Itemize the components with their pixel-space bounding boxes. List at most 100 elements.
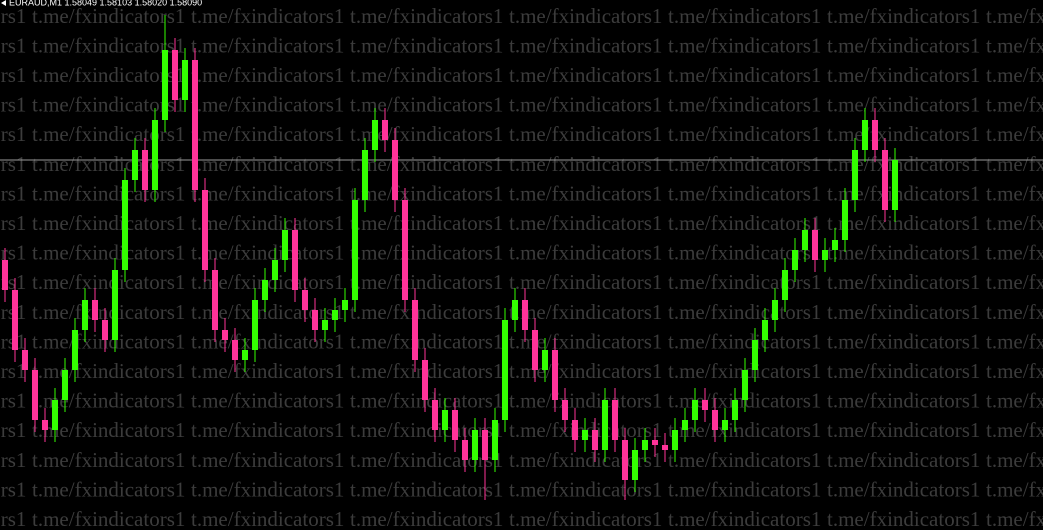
watermark: t.me/fxindicators1 (668, 477, 821, 501)
candle-body (102, 320, 108, 340)
watermark: t.me/fxindicators1 (509, 389, 662, 413)
watermark: t.me/fxindicators1 (827, 418, 980, 442)
watermark: t.me/fxindicators1 (509, 211, 662, 235)
candle-body (432, 400, 438, 430)
candle-body (52, 400, 58, 430)
watermark: t.me/fxindicators1 (827, 507, 980, 530)
watermark: t.me/fxindicators1 (509, 507, 662, 530)
candle-body (342, 300, 348, 310)
watermark: t.me/fxindicators1 (350, 418, 503, 442)
watermark: t.me/fxindicators1 (32, 477, 185, 501)
watermark: t.me/fxindicators1 (827, 329, 980, 353)
watermark: t.me/fxindicators1 (191, 122, 344, 146)
watermark: t.me/fxindicators1 (668, 270, 821, 294)
candle-body (12, 290, 18, 350)
candle-body (602, 400, 608, 450)
candle-body (322, 320, 328, 330)
watermark: t.me/fxindicators1 (0, 4, 26, 28)
candle-body (862, 120, 868, 150)
candle-body (842, 200, 848, 240)
candle-body (162, 50, 168, 120)
candle-body (732, 400, 738, 420)
candle-body (82, 300, 88, 330)
watermark: t.me/fxindicators1 (986, 329, 1043, 353)
watermark: t.me/fxindicators1 (350, 329, 503, 353)
candle-body (622, 440, 628, 480)
candle-body (522, 300, 528, 330)
watermark: t.me/fxindicators1 (0, 122, 26, 146)
watermark: t.me/fxindicators1 (509, 93, 662, 117)
candle-body (292, 230, 298, 290)
candle-body (482, 430, 488, 460)
watermark: t.me/fxindicators1 (509, 270, 662, 294)
watermark: t.me/fxindicators1 (350, 33, 503, 57)
watermark: t.me/fxindicators1 (986, 122, 1043, 146)
candle-body (122, 180, 128, 270)
watermark: t.me/fxindicators1 (350, 477, 503, 501)
watermark: t.me/fxindicators1 (509, 448, 662, 472)
watermark: t.me/fxindicators1 (32, 448, 185, 472)
candle-body (282, 230, 288, 260)
candle-body (722, 420, 728, 430)
watermark: t.me/fxindicators1 (668, 4, 821, 28)
candle-body (382, 120, 388, 140)
watermark: t.me/fxindicators1 (32, 122, 185, 146)
watermark: t.me/fxindicators1 (827, 448, 980, 472)
watermark: t.me/fxindicators1 (986, 448, 1043, 472)
watermark: t.me/fxindicators1 (827, 389, 980, 413)
candle-body (562, 400, 568, 420)
candle-body (272, 260, 278, 280)
candle-body (652, 440, 658, 445)
watermark: t.me/fxindicators1 (32, 359, 185, 383)
watermark: t.me/fxindicators1 (32, 211, 185, 235)
candle-body (672, 430, 678, 450)
watermark: t.me/fxindicators1 (191, 181, 344, 205)
candle-body (492, 420, 498, 460)
candle-body (332, 310, 338, 320)
candle-body (682, 420, 688, 430)
watermark: t.me/fxindicators1 (191, 418, 344, 442)
candle-body (892, 160, 898, 210)
watermark: t.me/fxindicators1 (191, 507, 344, 530)
watermark: t.me/fxindicators1 (827, 241, 980, 265)
watermark: t.me/fxindicators1 (827, 152, 980, 176)
watermark: t.me/fxindicators1 (0, 181, 26, 205)
watermark: t.me/fxindicators1 (668, 93, 821, 117)
candle-body (222, 330, 228, 340)
watermark: t.me/fxindicators1 (350, 93, 503, 117)
candle-body (802, 230, 808, 250)
watermark: t.me/fxindicators1 (32, 241, 185, 265)
watermark: t.me/fxindicators1 (668, 63, 821, 87)
watermark: t.me/fxindicators1 (191, 329, 344, 353)
watermark: t.me/fxindicators1 (986, 4, 1043, 28)
candle-body (782, 270, 788, 300)
watermark: t.me/fxindicators1 (350, 4, 503, 28)
candle-body (662, 445, 668, 450)
watermark: t.me/fxindicators1 (509, 122, 662, 146)
watermark: t.me/fxindicators1 (32, 93, 185, 117)
watermark: t.me/fxindicators1 (986, 359, 1043, 383)
watermark: t.me/fxindicators1 (668, 448, 821, 472)
watermark: t.me/fxindicators1 (827, 93, 980, 117)
candle-body (362, 150, 368, 200)
candle-body (42, 420, 48, 430)
candle-body (242, 350, 248, 360)
candle-body (752, 340, 758, 370)
watermark: t.me/fxindicators1 (509, 241, 662, 265)
candle-body (252, 300, 258, 350)
candle-body (62, 370, 68, 400)
watermark: t.me/fxindicators1 (0, 448, 26, 472)
candle-body (192, 60, 198, 190)
watermark: t.me/fxindicators1 (191, 4, 344, 28)
candle-body (772, 300, 778, 320)
candles (0, 15, 1043, 500)
candle-body (232, 340, 238, 360)
watermark: t.me/fxindicators1 (509, 63, 662, 87)
watermark: t.me/fxindicators1 (668, 122, 821, 146)
watermark: t.me/fxindicators1 (350, 300, 503, 324)
header-icon (1, 0, 6, 6)
candle-body (462, 440, 468, 460)
watermark: t.me/fxindicators1 (827, 300, 980, 324)
candle-body (742, 370, 748, 400)
watermark-layer: t.me/fxindicators1t.me/fxindicators1t.me… (0, 4, 1043, 530)
